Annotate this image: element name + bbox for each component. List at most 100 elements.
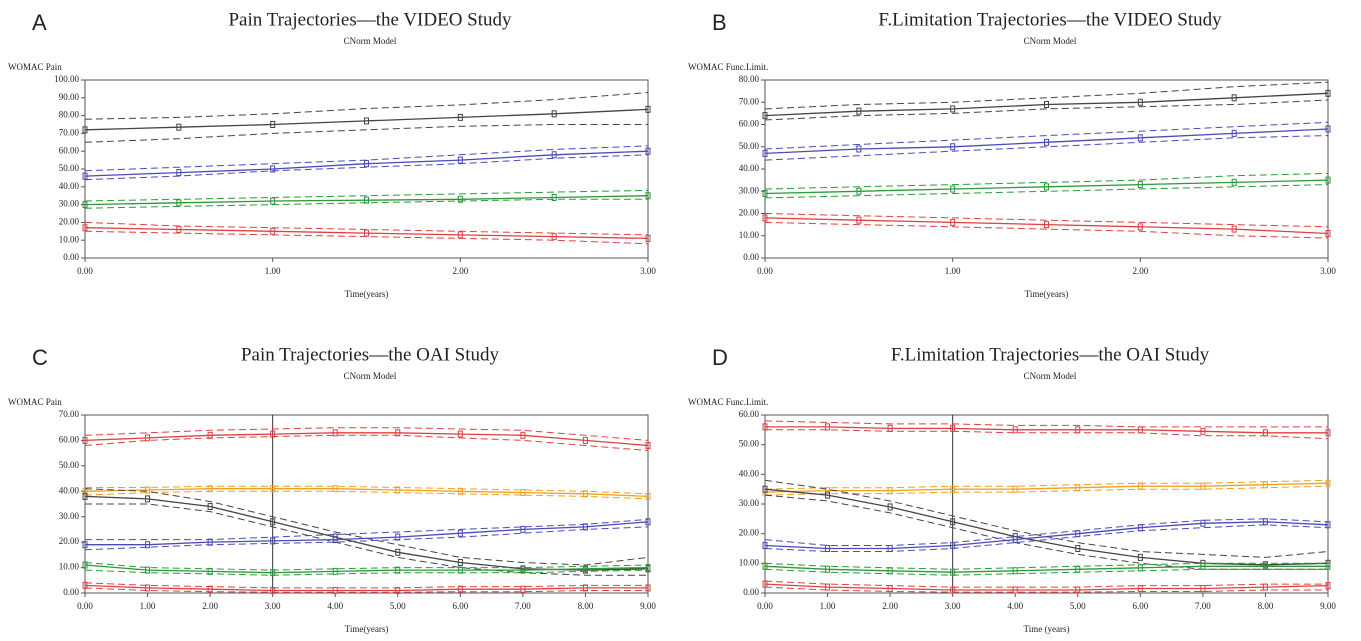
point-marker xyxy=(825,583,831,591)
x-axis-label: Time(years) xyxy=(345,289,389,299)
series-line xyxy=(84,488,649,498)
series-line xyxy=(764,213,1329,228)
x-tick-label: 9.00 xyxy=(1320,601,1336,611)
point-marker xyxy=(82,126,88,134)
series-line xyxy=(764,128,1329,155)
x-axis-label: Time (years) xyxy=(1024,624,1070,634)
y-tick-label: 40.00 xyxy=(739,468,760,478)
y-tick-label: 50.00 xyxy=(739,141,760,151)
y-tick-label: 90.00 xyxy=(59,92,80,102)
point-marker xyxy=(762,112,768,120)
point-marker xyxy=(176,123,182,131)
chart-title: Pain Trajectories—the OAI Study xyxy=(241,344,500,365)
y-tick-label: 40.00 xyxy=(739,163,760,173)
y-tick-label: 60.00 xyxy=(59,145,80,155)
point-marker xyxy=(887,503,893,511)
point-marker xyxy=(856,216,862,224)
series-line xyxy=(84,569,649,576)
point-marker xyxy=(825,491,831,499)
series-line xyxy=(764,99,1329,121)
x-tick-label: 1.00 xyxy=(140,601,156,611)
chart-title: F.Limitation Trajectories—the VIDEO Stud… xyxy=(878,9,1222,30)
point-marker xyxy=(1137,181,1143,189)
point-marker xyxy=(145,541,151,549)
y-tick-label: 60.00 xyxy=(59,434,80,444)
point-marker xyxy=(520,585,526,593)
point-marker xyxy=(825,545,831,552)
point-marker xyxy=(1200,519,1206,527)
series-line xyxy=(84,154,649,181)
x-tick-label: 1.00 xyxy=(945,266,961,276)
x-tick-label: 9.00 xyxy=(640,601,656,611)
series-line xyxy=(84,198,648,209)
y-tick-label: 80.00 xyxy=(59,110,80,120)
y-tick-label: 10.00 xyxy=(739,230,760,240)
x-tick-label: 6.00 xyxy=(452,601,468,611)
x-tick-label: 4.00 xyxy=(327,601,343,611)
x-tick-label: 3.00 xyxy=(1320,266,1336,276)
point-marker xyxy=(82,492,88,500)
y-tick-label: 30.00 xyxy=(739,185,760,195)
series-line xyxy=(85,503,648,576)
y-tick-label: 0.00 xyxy=(63,252,79,262)
point-marker xyxy=(457,231,463,239)
x-tick-label: 2.00 xyxy=(882,601,898,611)
point-marker xyxy=(332,429,338,437)
point-marker xyxy=(1231,94,1237,102)
y-tick-label: 60.00 xyxy=(739,409,760,419)
point-marker xyxy=(520,566,526,574)
y-tick-label: 70.00 xyxy=(59,127,80,137)
y-tick-label: 20.00 xyxy=(739,208,760,218)
point-marker xyxy=(762,189,768,197)
x-tick-label: 3.00 xyxy=(265,601,281,611)
series-line xyxy=(84,189,649,202)
x-axis-label: Time(years) xyxy=(1025,289,1069,299)
point-marker xyxy=(1200,427,1206,435)
series-line xyxy=(764,524,1329,552)
point-marker xyxy=(82,224,88,232)
point-marker xyxy=(1325,125,1331,133)
point-marker xyxy=(1137,553,1143,561)
point-marker xyxy=(1325,582,1331,590)
point-marker xyxy=(457,156,463,164)
series-line xyxy=(764,521,1329,550)
y-tick-label: 0.00 xyxy=(743,587,759,597)
y-tick-label: 80.00 xyxy=(739,74,760,84)
series-line xyxy=(84,584,648,592)
series-line xyxy=(764,92,1329,117)
point-marker xyxy=(364,160,369,168)
x-tick-label: 0.00 xyxy=(77,266,93,276)
point-marker xyxy=(457,113,463,121)
x-tick-label: 0.00 xyxy=(757,601,773,611)
chart-subtitle: CNorm Model xyxy=(344,36,397,46)
y-tick-label: 30.00 xyxy=(739,498,760,508)
point-marker xyxy=(520,489,526,497)
panel-label: C xyxy=(32,345,48,370)
y-tick-label: 60.00 xyxy=(739,119,760,129)
point-marker xyxy=(1200,562,1206,570)
point-marker xyxy=(1012,586,1018,594)
series-line xyxy=(764,565,1328,573)
x-tick-label: 5.00 xyxy=(1070,601,1086,611)
point-marker xyxy=(582,436,588,444)
point-marker xyxy=(82,436,88,444)
y-tick-label: 20.00 xyxy=(59,536,80,546)
point-marker xyxy=(762,149,768,157)
point-marker xyxy=(1137,98,1143,106)
plot-frame xyxy=(84,79,649,259)
point-marker xyxy=(551,193,557,201)
point-marker xyxy=(270,227,276,235)
series-line xyxy=(764,494,1328,570)
x-tick-label: 2.00 xyxy=(452,266,468,276)
point-marker xyxy=(1325,89,1331,97)
series-line xyxy=(764,479,1329,490)
point-marker xyxy=(176,199,182,207)
point-marker xyxy=(82,201,88,209)
y-tick-label: 10.00 xyxy=(59,562,80,572)
point-marker xyxy=(1012,567,1018,575)
x-tick-label: 6.00 xyxy=(1132,601,1148,611)
point-marker xyxy=(1231,129,1237,137)
point-marker xyxy=(1325,429,1331,437)
x-tick-label: 0.00 xyxy=(77,601,93,611)
